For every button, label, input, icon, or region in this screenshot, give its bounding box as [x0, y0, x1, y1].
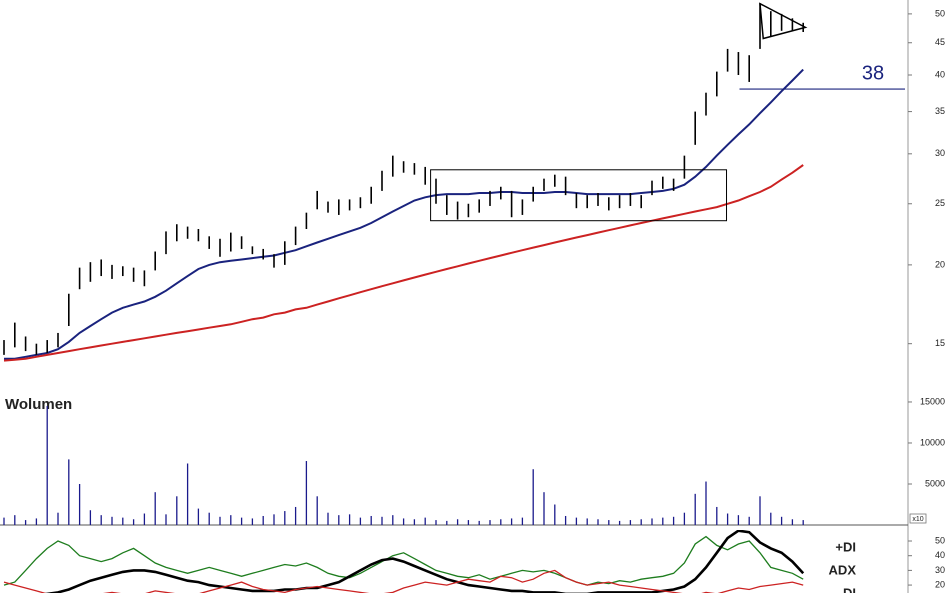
y-tick-label: 45 — [935, 37, 945, 47]
y-tick-label: 10000 — [920, 437, 945, 447]
y-tick-label: 50 — [935, 8, 945, 18]
moving-average — [4, 68, 804, 360]
y-tick-label: 40 — [935, 550, 945, 560]
level-label: 38 — [862, 62, 884, 84]
indicator-line — [3, 535, 804, 586]
y-tick-label: 30 — [935, 565, 945, 575]
y-tick-label: 15000 — [920, 396, 945, 406]
volume-title: Wolumen — [5, 396, 72, 413]
legend-label: +DI — [835, 539, 856, 554]
indicator-line — [44, 530, 805, 593]
legend-label: -DI — [839, 585, 856, 593]
dmi-lines — [3, 530, 805, 593]
unit-box — [909, 513, 927, 524]
triangle-pattern — [759, 2, 808, 40]
y-tick-label: 5000 — [925, 478, 945, 488]
y-tick-label: 20 — [935, 259, 945, 269]
y-tick-label: 15 — [935, 338, 945, 348]
y-tick-label: 50 — [935, 535, 945, 545]
volume-unit: x10 — [912, 516, 923, 523]
moving-average — [3, 164, 804, 362]
y-tick-label: 30 — [935, 148, 945, 158]
y-tick-label: 20 — [935, 579, 945, 589]
y-tick-label: 35 — [935, 106, 945, 116]
indicator-line — [3, 569, 804, 593]
legend-label: ADX — [829, 562, 857, 577]
y-tick-label: 25 — [935, 198, 945, 208]
range-box — [430, 169, 728, 222]
y-tick-label: 40 — [935, 69, 945, 79]
